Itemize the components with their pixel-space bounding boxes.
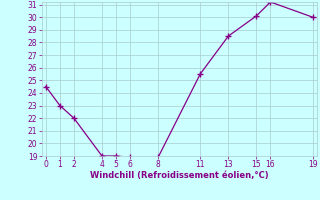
X-axis label: Windchill (Refroidissement éolien,°C): Windchill (Refroidissement éolien,°C) xyxy=(90,171,268,180)
